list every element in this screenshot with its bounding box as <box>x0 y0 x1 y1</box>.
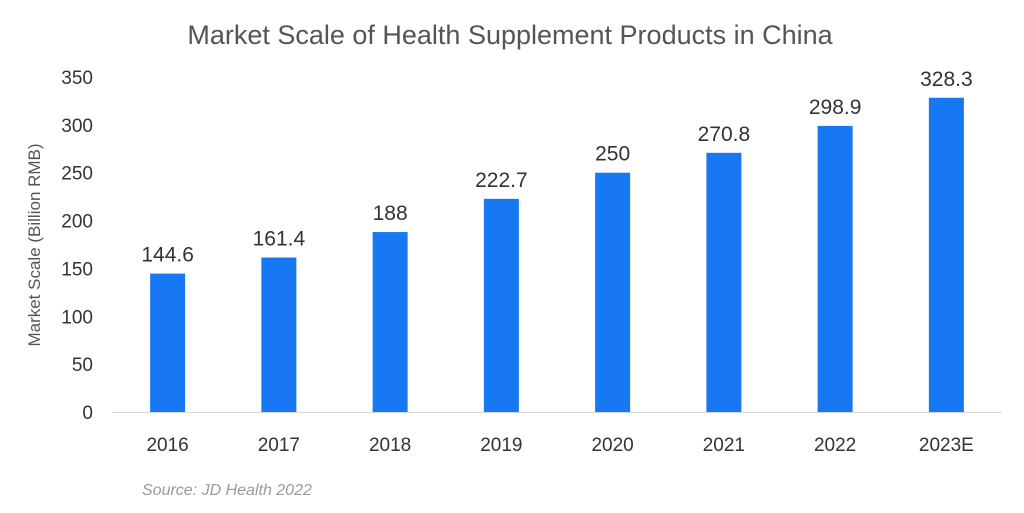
y-tick-label: 150 <box>61 259 93 280</box>
x-tick-label-2023E: 2023E <box>919 435 974 456</box>
y-tick-label: 300 <box>61 116 93 137</box>
data-labels: 144.6 161.4 188 222.7 250 270.8 298.9 328.3 <box>141 68 972 267</box>
bar-2016 <box>150 273 186 412</box>
bar-2021 <box>706 152 742 412</box>
data-label-2020: 250 <box>595 143 630 166</box>
bars <box>150 97 964 413</box>
data-label-2018: 188 <box>373 202 408 225</box>
bar-2022 <box>817 125 853 412</box>
x-tick-label-2017: 2017 <box>258 435 300 456</box>
x-tick-label-2018: 2018 <box>369 435 411 456</box>
y-axis-ticks: 0 50 100 150 200 250 300 350 <box>61 68 93 424</box>
data-label-2017: 161.4 <box>253 228 306 251</box>
x-tick-label-2021: 2021 <box>703 435 745 456</box>
bar-2023E <box>928 97 964 413</box>
x-tick-label-2022: 2022 <box>814 435 856 456</box>
y-axis-label: Market Scale (Billion RMB) <box>25 143 44 346</box>
data-label-2022: 298.9 <box>809 96 862 119</box>
x-tick-label-2020: 2020 <box>591 435 633 456</box>
data-label-2016: 144.6 <box>141 244 194 267</box>
bar-2018 <box>372 232 408 412</box>
bar-2020 <box>595 172 631 412</box>
bar-2019 <box>483 198 519 412</box>
y-tick-label: 50 <box>72 355 93 376</box>
x-tick-label-2019: 2019 <box>480 435 522 456</box>
y-tick-label: 100 <box>61 307 93 328</box>
y-tick-label: 250 <box>61 164 93 185</box>
bar-2017 <box>261 257 297 412</box>
data-label-2019: 222.7 <box>475 169 528 192</box>
data-label-2023E: 328.3 <box>920 68 973 91</box>
y-tick-label: 0 <box>82 403 93 424</box>
x-axis-ticks: 2016 2017 2018 2019 2020 2021 2022 2023E <box>146 435 973 456</box>
data-label-2021: 270.8 <box>698 123 751 146</box>
chart-title: Market Scale of Health Supplement Produc… <box>187 20 833 50</box>
y-tick-label: 350 <box>61 68 93 89</box>
y-tick-label: 200 <box>61 212 93 233</box>
source-note: Source: JD Health 2022 <box>142 482 312 499</box>
x-tick-label-2016: 2016 <box>146 435 188 456</box>
